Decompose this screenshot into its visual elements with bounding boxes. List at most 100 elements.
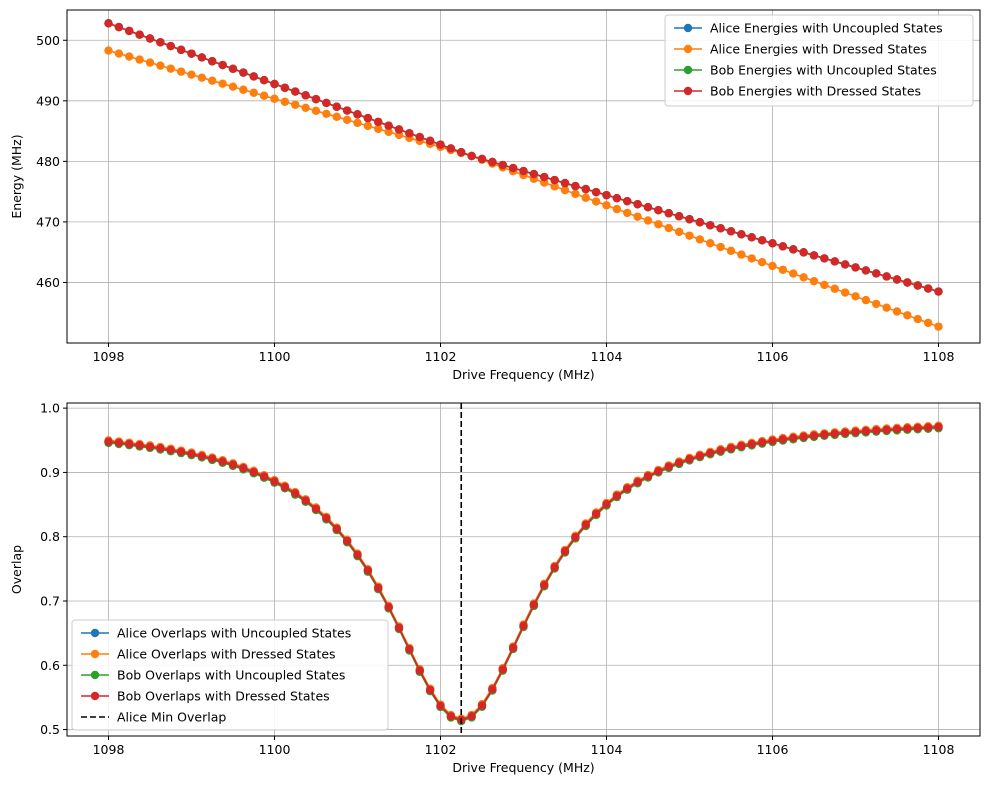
data-point [322,513,331,523]
data-point [685,215,694,224]
overlap-chart-panel: 1098 1100 1102 1104 1106 1108 0.5 0.6 0.7 0.8 0.9 1… [9,401,981,775]
data-point [311,504,321,513]
data-point [363,566,373,575]
legend-entry: Bob Overlaps with Uncoupled States [81,668,345,683]
data-point [664,462,673,471]
data-point [674,458,684,467]
legend-label: Alice Min Overlap [117,710,226,725]
data-point [394,125,404,134]
data-point [706,239,715,248]
y-tick-label: 470 [36,214,60,229]
legend: Alice Energies with Uncoupled States Alic… [664,14,974,107]
data-point [674,227,684,237]
legend-marker [683,23,693,33]
data-point [623,196,632,206]
data-point [737,230,746,239]
legend-entry: Bob Energies with Dressed States [674,84,921,99]
plot-area [104,19,943,331]
data-point [851,263,860,272]
data-point [934,322,943,331]
legend-label: Bob Overlaps with Dressed States [117,689,330,704]
x-tick-label: 1102 [425,349,457,364]
data-point [882,425,891,434]
data-point [208,454,217,463]
plot-area [104,403,943,736]
x-tick-label: 1106 [757,349,789,364]
data-point [467,711,476,721]
data-point [830,257,839,266]
data-point [342,115,352,125]
data-point [581,520,590,529]
data-point [612,193,622,203]
data-point [623,208,632,218]
data-point [654,206,663,215]
data-point [446,712,456,721]
data-point [706,448,715,458]
data-point [415,666,424,675]
data-point [104,437,113,446]
data-point [280,482,290,492]
data-point [923,318,933,328]
data-point [218,79,227,88]
data-point [571,189,580,199]
data-point [560,185,570,195]
x-tick-label: 1102 [425,742,457,757]
data-point [104,19,113,28]
legend-entry: Alice Overlaps with Dressed States [81,647,336,662]
y-tick-label: 500 [36,33,60,48]
data-point [840,288,850,297]
data-point [208,76,217,85]
data-point [591,197,601,206]
data-point [187,449,196,459]
legend-label: Bob Overlaps with Uncoupled States [117,668,345,683]
y-tick-label: 460 [36,275,60,290]
data-point [322,109,331,119]
legend-entry: Alice Energies with Dressed States [674,42,927,57]
data-point [145,58,155,67]
data-point [685,454,694,464]
data-point [747,439,756,449]
data-point [602,201,611,210]
x-tick-label: 1106 [757,742,789,757]
data-point [903,278,912,287]
data-point [571,181,580,191]
data-point [872,269,881,278]
data-point [342,536,352,546]
x-tick-label: 1104 [591,742,623,757]
x-axis-label: Drive Frequency (MHz) [452,760,594,775]
data-point [477,701,487,710]
data-point [488,685,497,694]
legend-entry: Alice Energies with Uncoupled States [674,21,943,36]
data-point [778,265,788,274]
data-point [259,75,269,85]
data-point [270,94,279,103]
legend-entry: Bob Overlaps with Dressed States [81,689,330,704]
data-point [125,52,134,61]
data-point [353,110,362,119]
data-point [156,61,165,70]
data-point [135,441,144,450]
x-tick-label: 1108 [923,349,955,364]
data-point [778,242,788,251]
legend-label: Alice Energies with Dressed States [710,42,927,57]
data-point [851,427,860,437]
data-point [560,178,570,188]
legend-marker [90,691,100,701]
legend-label: Bob Energies with Dressed States [710,84,921,99]
axes-frame [66,9,981,344]
data-point [726,246,736,256]
data-point [851,292,860,301]
series-4 [104,422,943,725]
data-point [695,235,705,244]
data-point [405,129,414,138]
data-point [861,266,871,275]
data-point [519,166,528,176]
data-point [415,132,424,142]
data-point [654,220,663,229]
data-point [872,426,881,435]
data-point [519,621,528,630]
legend-entry: Alice Overlaps with Uncoupled States [81,626,351,641]
data-point [467,151,476,161]
data-point [799,273,808,282]
legend-marker [683,44,693,54]
